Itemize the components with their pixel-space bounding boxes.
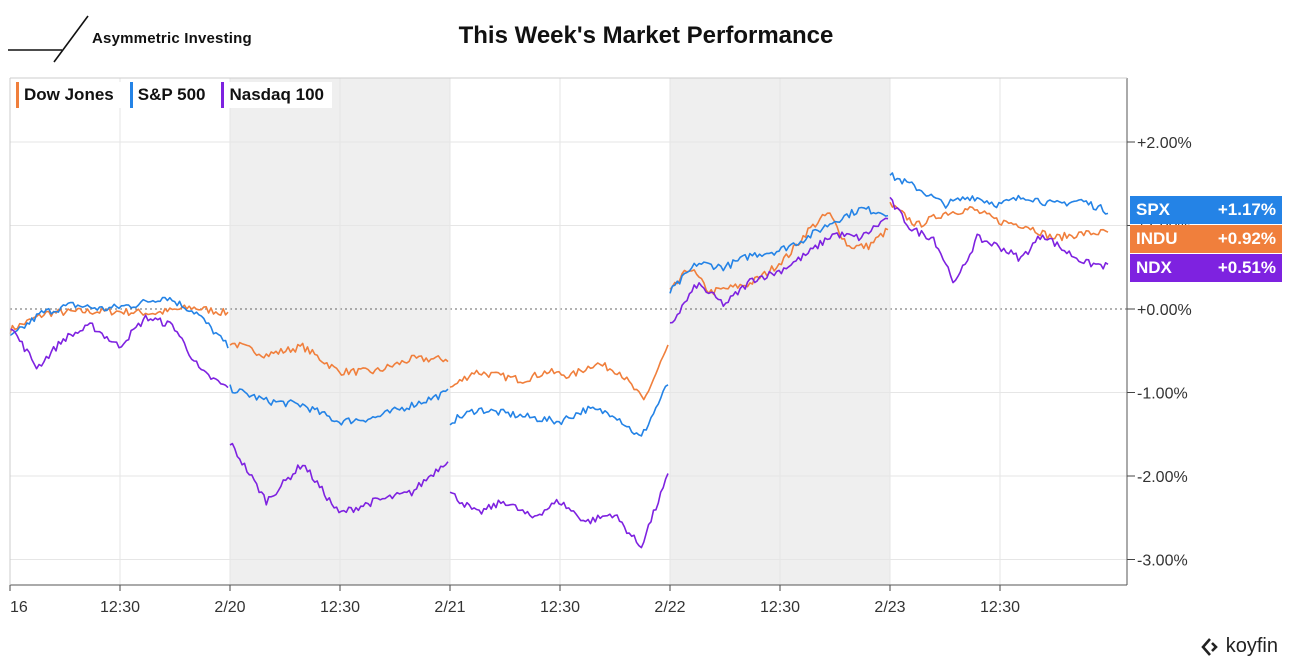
series-indu-session-2	[229, 341, 449, 376]
ndx-value-badge: NDX +0.51%	[1130, 254, 1282, 282]
series-spx-session-5	[889, 172, 1109, 215]
chart-legend: Dow Jones S&P 500 Nasdaq 100	[16, 82, 332, 108]
brand-name: Asymmetric Investing	[92, 30, 252, 47]
series-indu-session-5	[889, 201, 1109, 242]
series-indu-session-3	[449, 344, 669, 401]
series-ndx-session-1	[9, 314, 229, 389]
legend-dow-jones[interactable]: Dow Jones	[16, 82, 122, 108]
y-tick-label: -3.00%	[1137, 553, 1188, 570]
series-ndx-session-4	[669, 217, 889, 324]
chart-title: This Week's Market Performance	[458, 22, 834, 49]
indu-ticker: INDU	[1136, 229, 1178, 248]
x-tick-label: 2/23	[874, 599, 905, 616]
x-tick-label: 12:30	[980, 599, 1020, 616]
series-indu-session-4	[669, 212, 889, 296]
y-tick-label: +0.00%	[1137, 302, 1192, 319]
legend-sp-500[interactable]: S&P 500	[129, 82, 214, 108]
y-tick-label: -2.00%	[1137, 469, 1188, 486]
spx-ticker: SPX	[1136, 200, 1171, 219]
x-tick-label: 12:30	[100, 599, 140, 616]
asymmetric-investing-logo	[8, 15, 89, 63]
spx-value-badge: SPX +1.17%	[1130, 196, 1282, 224]
series-spx	[9, 172, 1109, 437]
series-spx-session-4	[669, 205, 889, 294]
x-tick-label: 2/22	[654, 599, 685, 616]
koyfin-icon	[1201, 637, 1218, 656]
spx-value: +1.17%	[1217, 200, 1276, 219]
x-tick-label: 12:30	[760, 599, 800, 616]
x-tick-label: 16	[10, 599, 28, 616]
series-spx-session-1	[9, 296, 229, 349]
legend-nasdaq-100[interactable]: Nasdaq 100	[221, 82, 332, 108]
grid-lines	[9, 78, 1127, 585]
series-ndx-session-5	[889, 196, 1109, 284]
series-indu-session-1	[9, 304, 229, 334]
axes: +2.00%+1.00%+0.00%-1.00%-2.00%-3.00%1612…	[9, 77, 1192, 616]
series-ndx-session-2	[229, 442, 449, 514]
ndx-value: +0.51%	[1217, 258, 1276, 277]
series-spx-session-2	[229, 384, 449, 426]
koyfin-logo: koyfin	[1200, 635, 1278, 658]
x-tick-label: 12:30	[540, 599, 580, 616]
market-performance-chart: +2.00%+1.00%+0.00%-1.00%-2.00%-3.00%1612…	[9, 77, 1192, 616]
x-tick-label: 2/20	[214, 599, 245, 616]
series-ndx-session-3	[449, 473, 669, 549]
series-spx-session-3	[449, 384, 669, 437]
series-lines	[9, 172, 1109, 549]
y-tick-label: +2.00%	[1137, 135, 1192, 152]
indu-value-badge: INDU +0.92%	[1130, 225, 1282, 253]
series-ndx	[9, 196, 1109, 549]
series-indu	[9, 201, 1109, 401]
indu-value: +0.92%	[1217, 229, 1276, 248]
ndx-ticker: NDX	[1136, 258, 1172, 277]
y-tick-label: -1.00%	[1137, 386, 1188, 403]
x-tick-label: 12:30	[320, 599, 360, 616]
x-tick-label: 2/21	[434, 599, 465, 616]
